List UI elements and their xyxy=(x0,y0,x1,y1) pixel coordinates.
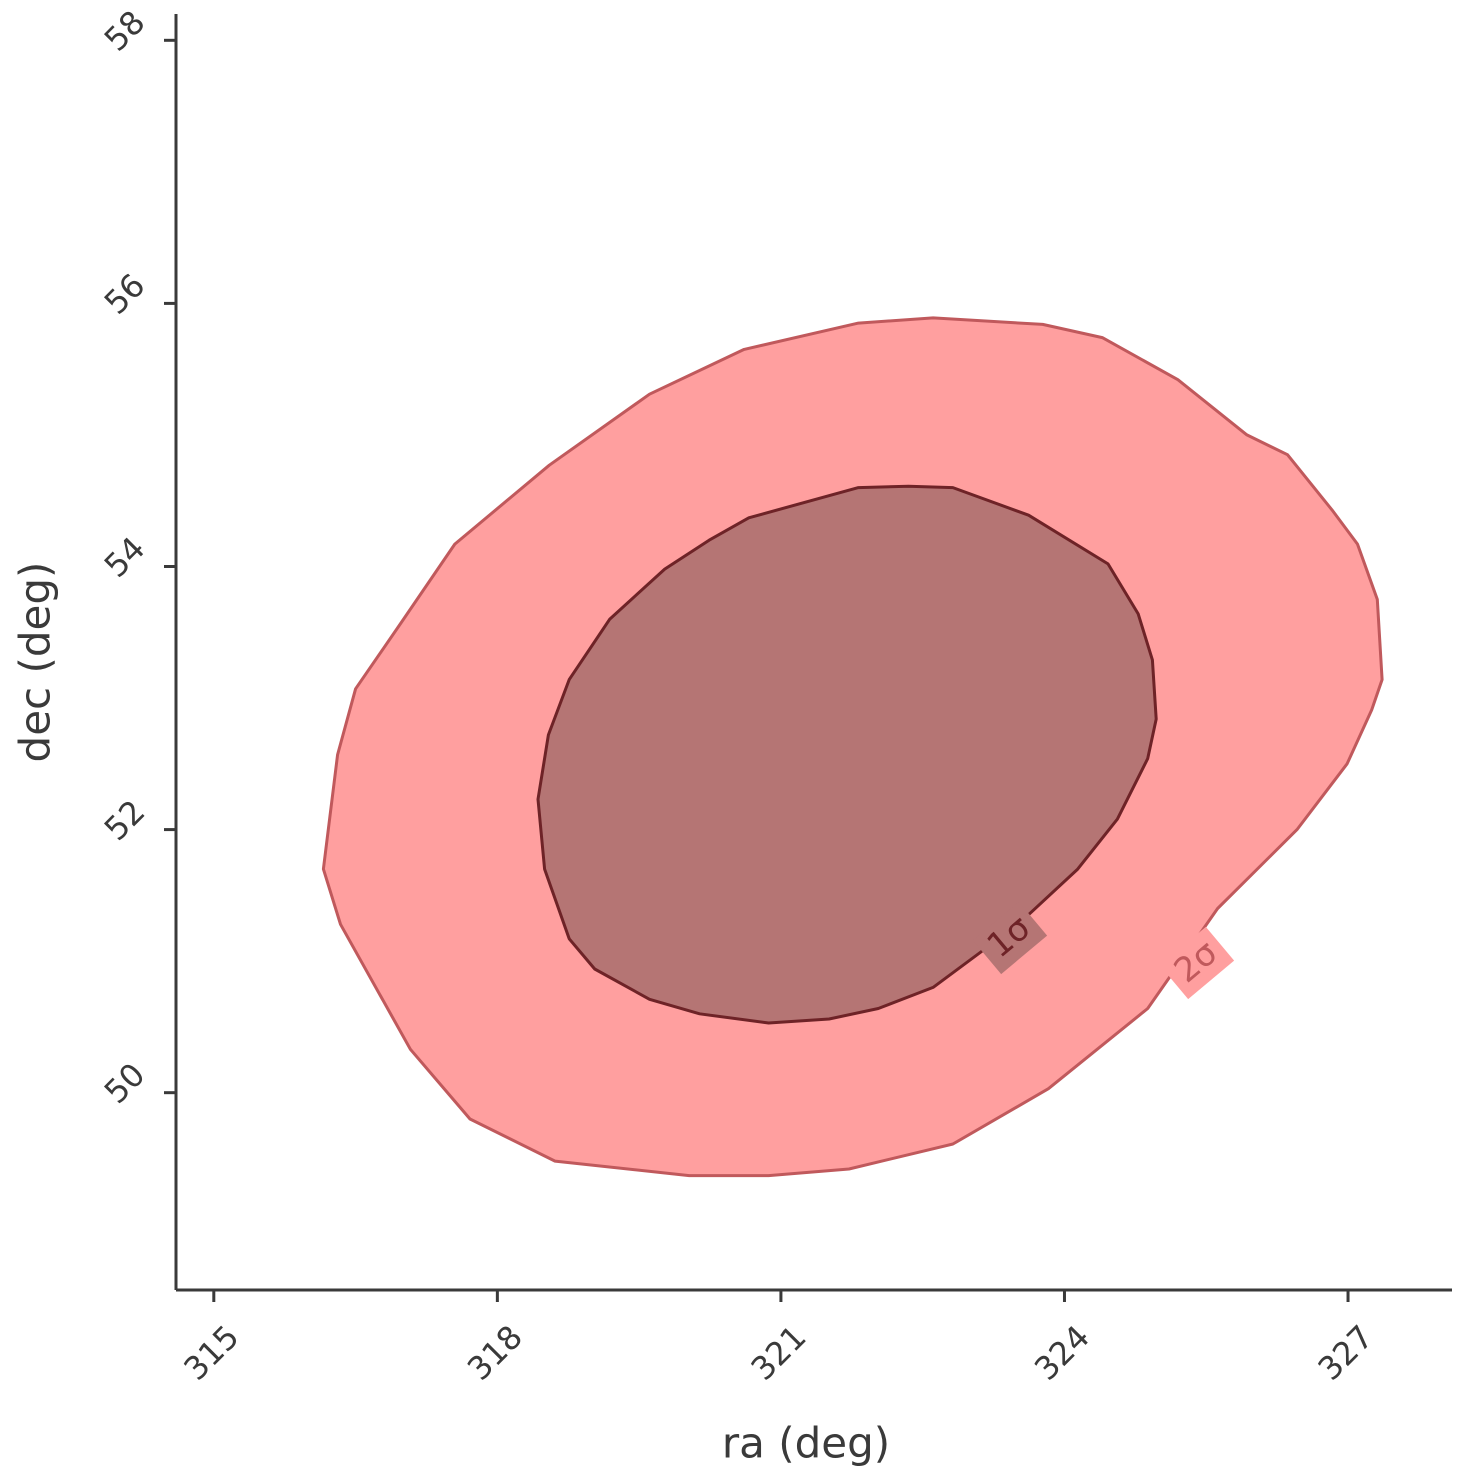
contour xyxy=(536,484,1158,1025)
x-tick-label: 324 xyxy=(1027,1318,1097,1388)
x-tick-label: 327 xyxy=(1311,1318,1381,1388)
x-tick-label: 315 xyxy=(176,1318,246,1388)
label-gap xyxy=(1159,926,1235,1000)
y-tick-label: 54 xyxy=(97,529,153,585)
x-tick-label: 318 xyxy=(460,1318,530,1388)
label-gap xyxy=(972,901,1048,975)
x-axis-label: ra (deg) xyxy=(722,1419,890,1468)
y-axis-label: dec (deg) xyxy=(11,562,60,763)
y-tick-label: 50 xyxy=(97,1055,153,1111)
y-tick-label: 58 xyxy=(97,3,153,59)
y-tick-label: 56 xyxy=(97,266,153,322)
x-tick-label: 321 xyxy=(743,1318,813,1388)
y-tick-label: 52 xyxy=(97,792,153,848)
